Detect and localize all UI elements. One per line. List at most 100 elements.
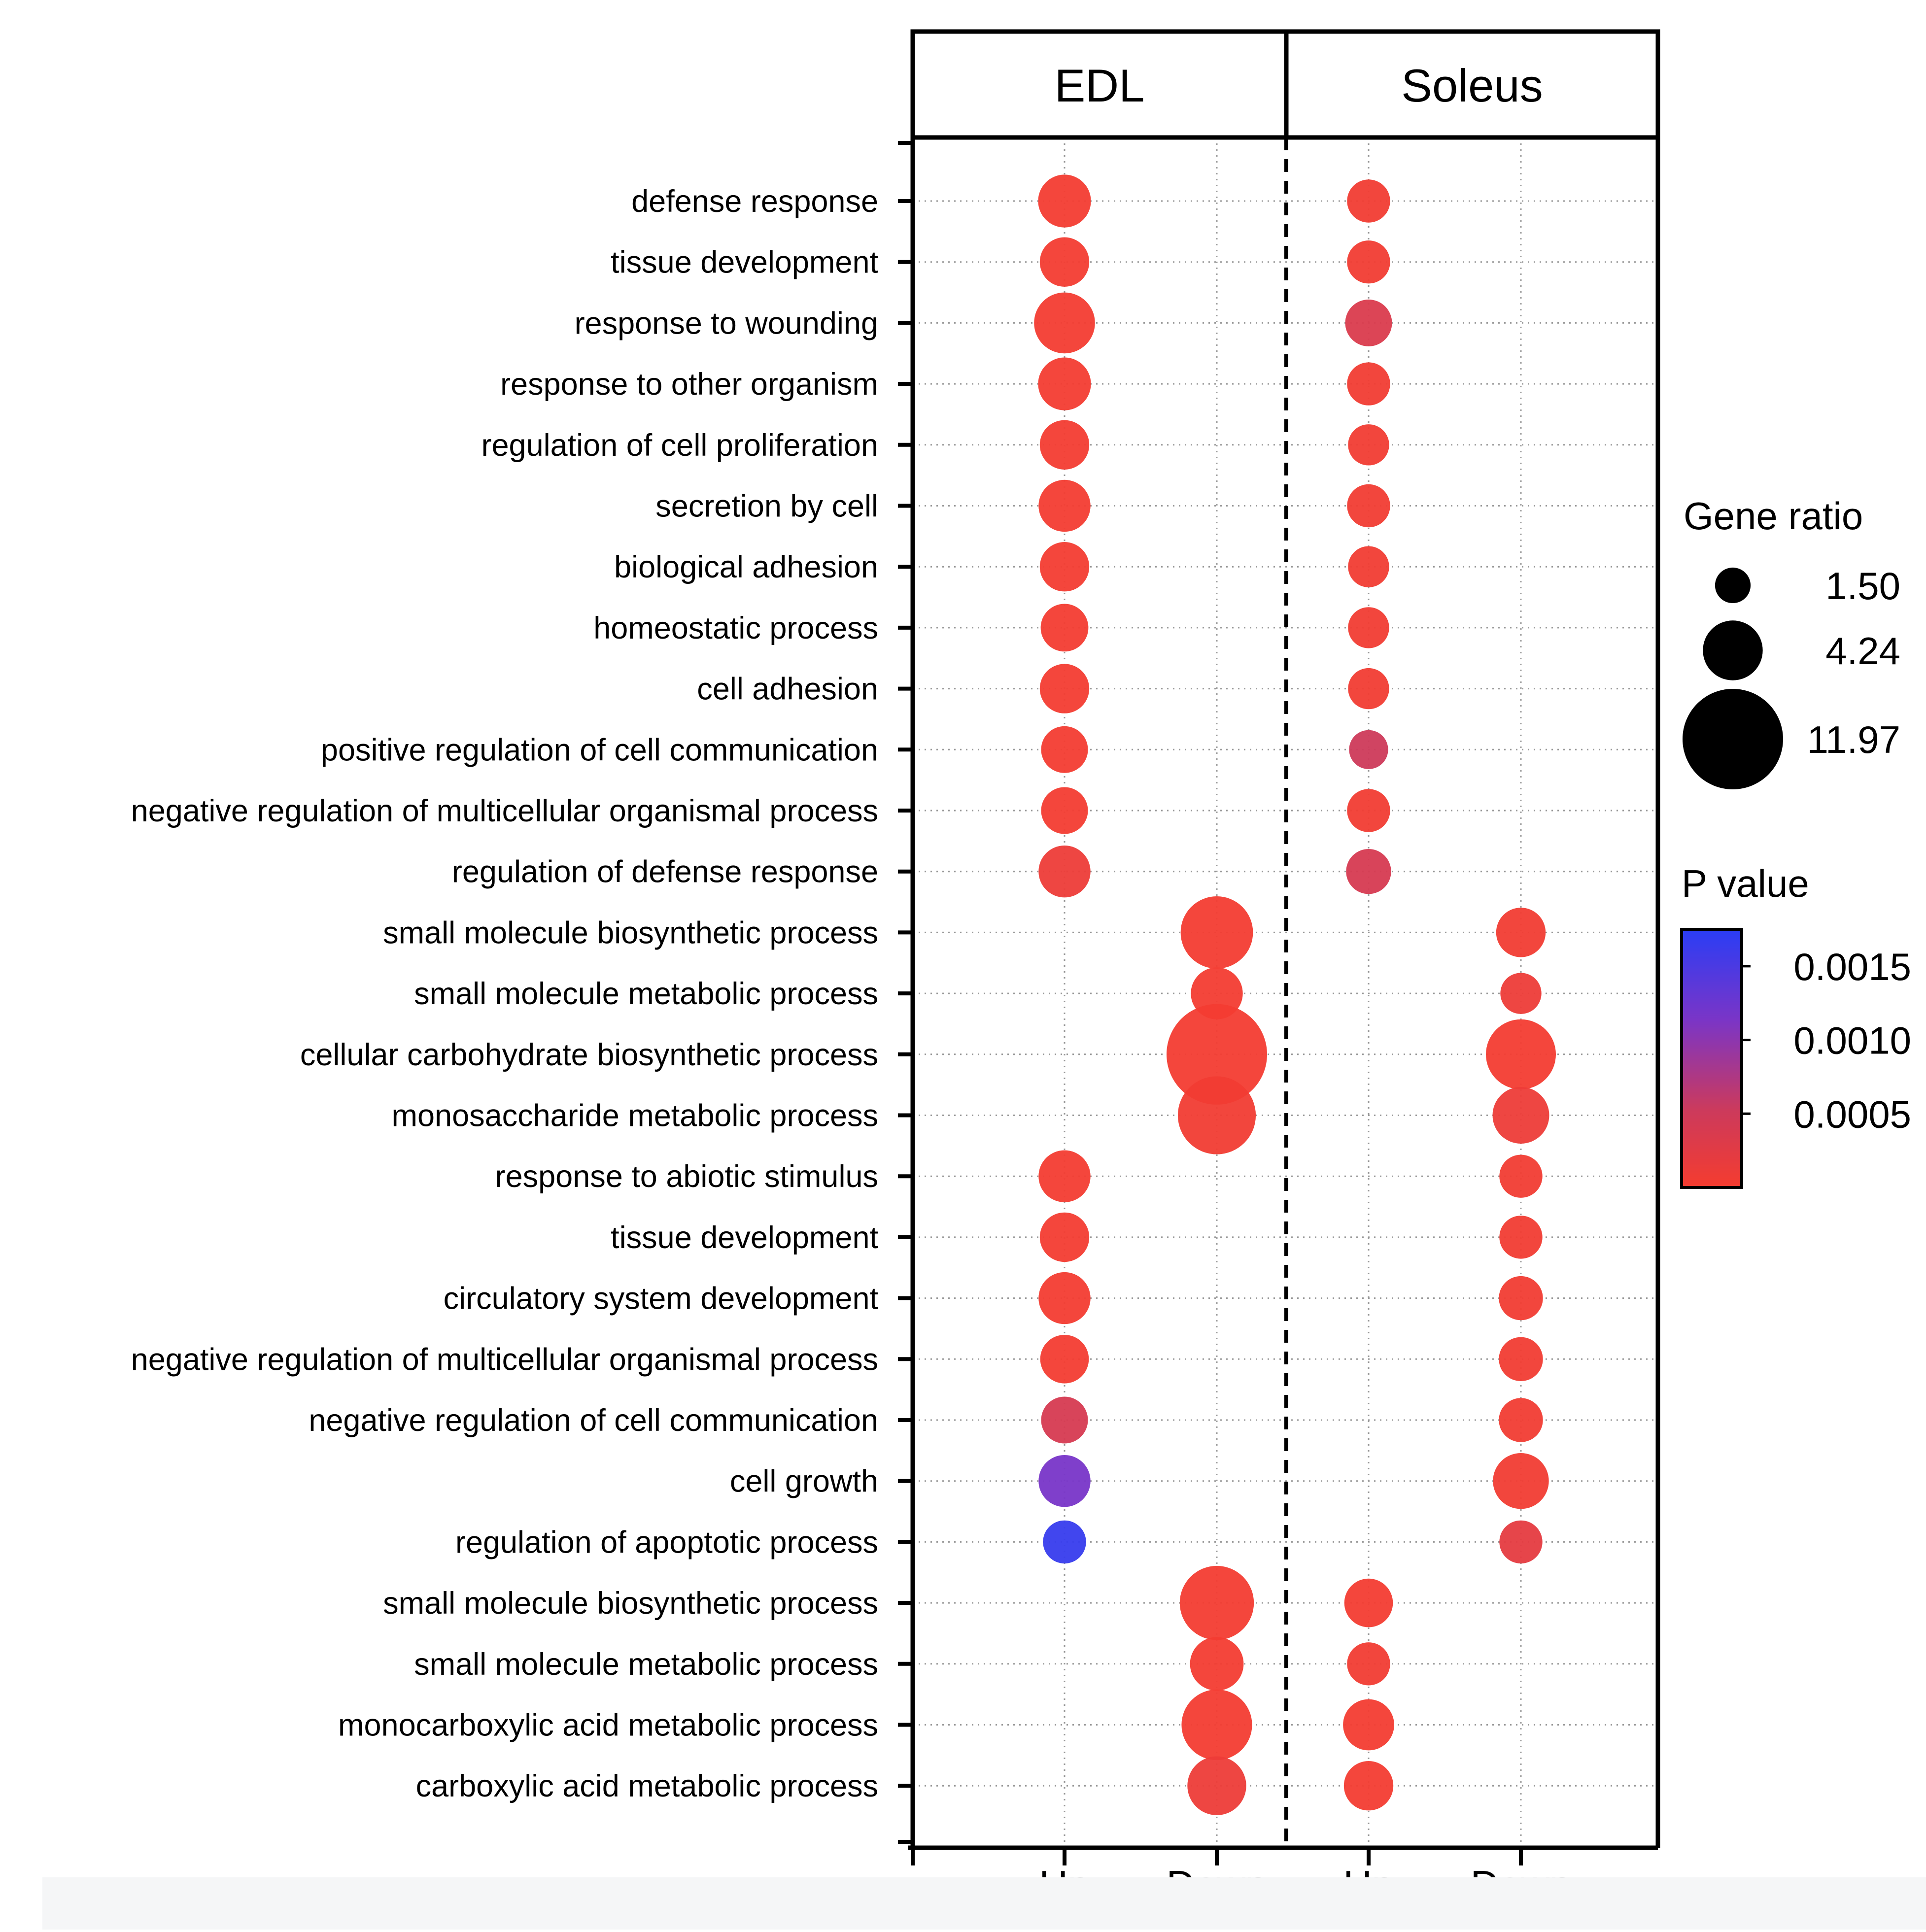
bubble-point — [1040, 1335, 1089, 1384]
bubble-point — [1181, 1689, 1252, 1761]
bubble-point — [1346, 849, 1391, 894]
bubble-point — [1038, 1150, 1091, 1202]
bottom-margin-band — [42, 1877, 1926, 1930]
bubble-point — [1496, 908, 1546, 957]
legend-size-label: 1.50 — [1825, 564, 1900, 608]
colorbar-tick-label: 0.0010 — [1793, 1019, 1911, 1062]
panel-title-edl: EDL — [1055, 60, 1145, 111]
bubble-point — [1187, 1756, 1246, 1815]
bubble-point — [1039, 1212, 1090, 1262]
bubble-point — [1190, 1637, 1244, 1691]
bubble-point — [1343, 1761, 1394, 1811]
term-label: response to wounding — [575, 306, 878, 340]
colorbar-tick-label: 0.0015 — [1793, 945, 1911, 988]
bubble-layer — [1034, 174, 1556, 1815]
term-label: tissue development — [611, 1220, 878, 1255]
legend-size-circle — [1703, 620, 1763, 680]
term-label: small molecule metabolic process — [414, 977, 878, 1011]
bubble-point — [1177, 1076, 1256, 1154]
term-label: small molecule biosynthetic process — [383, 915, 878, 950]
term-label: regulation of apoptotic process — [455, 1525, 878, 1559]
term-label: tissue development — [611, 245, 878, 280]
term-label: negative regulation of multicellular org… — [131, 794, 878, 828]
legend-size-circle — [1715, 567, 1751, 604]
term-label: negative regulation of cell communicatio… — [309, 1403, 878, 1438]
bubble-point — [1179, 1565, 1254, 1640]
bubble-point — [1039, 664, 1090, 713]
bubble-point — [1345, 299, 1392, 346]
term-label: homeostatic process — [593, 611, 878, 645]
legend-size-label: 11.97 — [1807, 718, 1900, 761]
bubble-point — [1041, 1396, 1088, 1444]
bubble-point — [1343, 1699, 1394, 1751]
term-label: negative regulation of multicellular org… — [131, 1342, 878, 1377]
bubble-point — [1486, 1019, 1556, 1089]
bubble-point — [1499, 1154, 1543, 1198]
term-label: small molecule metabolic process — [414, 1647, 878, 1682]
bubble-point — [1038, 357, 1091, 410]
bubble-point — [1348, 668, 1389, 710]
bubble-point — [1499, 1276, 1543, 1321]
bubble-point — [1349, 730, 1388, 769]
term-label: cellular carbohydrate biosynthetic proce… — [300, 1038, 878, 1072]
term-label: regulation of defense response — [452, 855, 878, 889]
bubble-point — [1038, 174, 1091, 228]
term-label: positive regulation of cell communicatio… — [321, 733, 878, 767]
legend-size-circle — [1683, 689, 1783, 789]
bubble-point — [1038, 846, 1091, 898]
term-label: response to other organism — [500, 367, 878, 402]
term-label: small molecule biosynthetic process — [383, 1586, 878, 1621]
bubble-point — [1348, 424, 1389, 466]
bubble-point — [1038, 1272, 1091, 1324]
term-label: circulatory system development — [444, 1282, 879, 1316]
bubble-point — [1167, 1004, 1267, 1105]
p-value-colorbar — [1680, 928, 1743, 1189]
bubble-point — [1499, 1337, 1543, 1381]
bubble-point — [1348, 546, 1389, 587]
bubble-point — [1034, 292, 1095, 354]
bubble-point — [1347, 484, 1390, 528]
bubble-point — [1040, 604, 1089, 652]
term-label: cell growth — [730, 1464, 878, 1499]
term-label: defense response — [631, 184, 878, 219]
bubble-point — [1348, 607, 1389, 648]
bubble-point — [1038, 1455, 1091, 1507]
bubble-point — [1043, 1520, 1086, 1564]
bubble-point — [1347, 789, 1390, 832]
colorbar-tick-label: 0.0005 — [1793, 1092, 1911, 1136]
bubble-point — [1499, 1216, 1543, 1259]
gene-ratio-legend: Gene ratio 1.50 4.24 11.97 — [1683, 494, 1900, 789]
bubble-point — [1344, 1578, 1393, 1627]
bubble-point — [1493, 1453, 1549, 1509]
bubble-point — [1347, 362, 1390, 406]
p-value-legend: P value 0.0015 0.0010 0.0005 — [1680, 862, 1911, 1189]
bubble-point — [1180, 896, 1253, 969]
bubble-point — [1492, 1087, 1549, 1144]
term-label: biological adhesion — [614, 550, 878, 584]
term-labels: defense response tissue development respon… — [131, 141, 913, 1844]
bubble-point — [1499, 1398, 1543, 1442]
term-label: carboxylic acid metabolic process — [416, 1769, 878, 1803]
gene-ratio-legend-title: Gene ratio — [1684, 494, 1863, 538]
bubble-point — [1039, 420, 1090, 470]
bubble-point — [1347, 1642, 1390, 1686]
panel-title-soleus: Soleus — [1401, 60, 1543, 111]
legend-size-label: 4.24 — [1825, 629, 1900, 673]
term-label: monocarboxylic acid metabolic process — [338, 1708, 878, 1743]
bubble-point — [1500, 973, 1542, 1014]
term-label: monosaccharide metabolic process — [392, 1099, 878, 1133]
term-label: secretion by cell — [655, 489, 878, 524]
bubble-point — [1347, 179, 1390, 223]
bubble-point — [1039, 542, 1090, 592]
term-label: cell adhesion — [697, 672, 878, 707]
plot-frame: EDL Soleus — [908, 29, 1660, 1850]
bubble-point — [1041, 787, 1088, 834]
bubble-point — [1499, 1520, 1543, 1564]
bubble-point — [1038, 479, 1091, 532]
term-label: response to abiotic stimulus — [495, 1159, 878, 1194]
p-value-legend-title: P value — [1682, 862, 1809, 905]
bubble-point — [1041, 726, 1088, 773]
bubble-point — [1347, 240, 1390, 284]
